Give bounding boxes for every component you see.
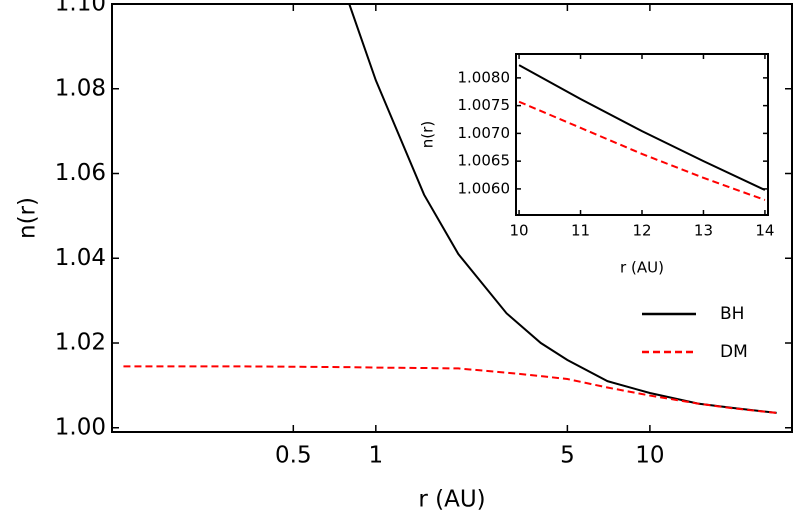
y-tick-label: 1.0065	[458, 152, 511, 170]
x-tick-label: 1	[368, 443, 383, 469]
y-tick-label: 1.0080	[458, 68, 511, 86]
x-tick-label: 13	[694, 221, 713, 239]
y-tick-label: 1.02	[55, 330, 106, 356]
y-tick-label: 1.10	[55, 0, 106, 17]
x-tick-label: 12	[632, 221, 651, 239]
legend-label: BH	[720, 304, 744, 324]
data-line	[123, 365, 777, 414]
main-chart: 0.5 1 5 10 1.00 1.02 1.04 1.06 1.08 1.10 r (AU) n(r…	[15, 0, 793, 513]
x-tick-label: 5	[560, 443, 575, 469]
x-axis-label: r (AU)	[418, 487, 485, 513]
x-tick-label: 0.5	[275, 443, 312, 469]
y-tick-label: 1.00	[55, 414, 106, 440]
y-tick-label: 1.04	[55, 245, 106, 271]
x-tick-label: 10	[510, 221, 529, 239]
plot-frame	[111, 3, 793, 433]
inset-background	[516, 54, 768, 215]
y-tick-label: 1.06	[55, 160, 106, 186]
y-tick-label: 1.0075	[458, 96, 511, 114]
data-line	[518, 100, 766, 201]
y-tick-label: 1.08	[55, 75, 106, 101]
y-axis-label: n(r)	[15, 197, 41, 239]
legend-label: DM	[720, 342, 748, 362]
x-axis-label: r (AU)	[620, 259, 664, 277]
data-line	[518, 64, 766, 191]
x-tick-label: 14	[755, 221, 774, 239]
y-tick-label: 1.0060	[458, 179, 511, 197]
x-tick-label: 11	[571, 221, 590, 239]
inset-chart: 10 11 12 13 14 1.0060 1.0065 1.0070 1.0075 1.0080…	[419, 53, 774, 277]
y-tick-label: 1.0070	[458, 124, 511, 142]
y-axis-label: n(r)	[419, 121, 437, 148]
x-tick-label: 10	[635, 443, 664, 469]
